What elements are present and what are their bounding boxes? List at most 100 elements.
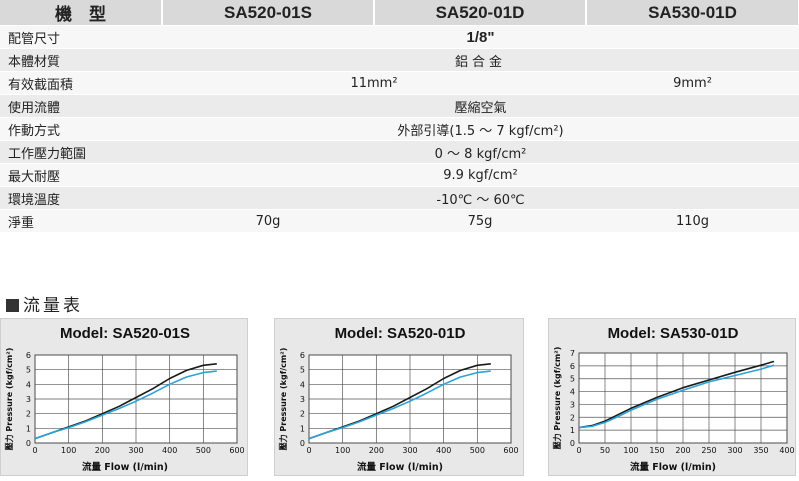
spec-label: 配管尺寸 — [0, 25, 162, 49]
chart-title: Model: SA530-01D — [608, 325, 739, 342]
x-axis-label: 流量 Flow (l/min) — [630, 461, 716, 473]
x-tick-label: 0 — [306, 446, 311, 455]
series-line-1 — [578, 360, 775, 429]
y-tick-label: 0 — [300, 439, 305, 448]
spec-value: 1/8" — [162, 25, 799, 49]
series-line-2 — [578, 364, 775, 429]
y-tick-label: 1 — [300, 424, 305, 433]
x-tick-label: 150 — [649, 446, 664, 455]
spec-row-fluid: 使用流體 壓縮空氣 — [0, 94, 799, 118]
x-tick-label: 600 — [503, 446, 518, 455]
x-tick-label: 100 — [335, 446, 350, 455]
spec-row-actuation: 作動方式 外部引導(1.5 ～ 7 kgf/cm²) — [0, 117, 799, 141]
x-tick-label: 400 — [436, 446, 451, 455]
y-tick-label: 6 — [570, 362, 575, 371]
chart-svg: Model: SA520-01S 0 100 200 300 400 500 600 0 1 2 3 4… — [4, 325, 245, 473]
chart-svg: Model: SA530-01D 0 50 100 150 200 250 300 350 400… — [552, 325, 795, 473]
x-tick-label: 300 — [727, 446, 742, 455]
square-bullet-icon — [6, 299, 19, 312]
y-tick-label: 0 — [26, 439, 31, 448]
y-tick-label: 5 — [300, 366, 305, 375]
y-tick-label: 4 — [300, 380, 305, 389]
spec-value: -10℃ ～ 60℃ — [162, 186, 799, 210]
y-axis-label: 壓力 Pressure (kgf/cm²) — [278, 348, 288, 451]
x-tick-label: 50 — [600, 446, 610, 455]
spec-row-pressure-range: 工作壓力範圍 0 ～ 8 kgf/cm² — [0, 140, 799, 164]
y-tick-label: 4 — [26, 380, 31, 389]
spec-row-body-material: 本體材質 鋁合金 — [0, 48, 799, 72]
spec-label: 淨重 — [0, 209, 162, 233]
flow-chart-section-title: 流量表 — [6, 291, 83, 316]
spec-value: 9mm² — [586, 71, 799, 95]
chart-title: Model: SA520-01D — [335, 325, 466, 342]
chart-panel-sa520-01d: Model: SA520-01D 0 100 200 300 400 500 600 0 1 2 3 4… — [274, 318, 524, 476]
spec-value: 11mm² — [162, 71, 586, 95]
spec-value: 75g — [374, 209, 586, 233]
y-tick-label: 2 — [570, 413, 575, 422]
x-tick-label: 100 — [61, 446, 76, 455]
y-tick-label: 6 — [300, 351, 305, 360]
spec-label: 本體材質 — [0, 48, 162, 72]
header-model-label: 機 型 — [0, 0, 163, 26]
x-tick-label: 300 — [402, 446, 417, 455]
spec-value: 外部引導(1.5 ～ 7 kgf/cm²) — [162, 117, 799, 141]
header-sa520-01d: SA520-01D — [374, 0, 587, 26]
section-title-text: 流量表 — [23, 296, 83, 316]
header-sa520-01s: SA520-01S — [162, 0, 375, 26]
x-tick-label: 350 — [753, 446, 768, 455]
y-tick-label: 3 — [300, 395, 305, 404]
x-tick-label: 400 — [779, 446, 794, 455]
spec-value: 0 ～ 8 kgf/cm² — [162, 140, 799, 164]
spec-label: 工作壓力範圍 — [0, 140, 162, 164]
spec-row-ambient-temp: 環境溫度 -10℃ ～ 60℃ — [0, 186, 799, 210]
chart-svg: Model: SA520-01D 0 100 200 300 400 500 600 0 1 2 3 4… — [278, 325, 519, 473]
spec-header-row: 機 型 SA520-01S SA520-01D SA530-01D — [0, 0, 799, 26]
spec-value: 鋁合金 — [162, 48, 799, 72]
spec-value: 70g — [162, 209, 374, 233]
chart-title: Model: SA520-01S — [60, 325, 190, 342]
x-tick-label: 200 — [675, 446, 690, 455]
x-axis-label: 流量 Flow (l/min) — [82, 461, 168, 473]
spec-row-effective-area: 有效截面積 11mm² 9mm² — [0, 71, 799, 95]
x-tick-label: 500 — [470, 446, 485, 455]
spec-label: 有效截面積 — [0, 71, 162, 95]
x-tick-label: 200 — [369, 446, 384, 455]
spec-table: 機 型 SA520-01S SA520-01D SA530-01D 配管尺寸 1… — [0, 0, 799, 233]
spec-label: 環境溫度 — [0, 186, 162, 210]
y-tick-label: 1 — [26, 424, 31, 433]
y-tick-label: 3 — [26, 395, 31, 404]
chart-panel-sa520-01s: Model: SA520-01S 0 100 200 300 400 500 600 0 1 2 3 4… — [0, 318, 248, 476]
x-tick-label: 200 — [95, 446, 110, 455]
y-axis-label: 壓力 Pressure (kgf/cm²) — [4, 348, 14, 451]
spec-label: 作動方式 — [0, 117, 162, 141]
x-axis-label: 流量 Flow (l/min) — [357, 461, 443, 473]
y-tick-label: 1 — [570, 426, 575, 435]
x-tick-label: 600 — [229, 446, 244, 455]
x-tick-label: 500 — [196, 446, 211, 455]
series-line-2 — [34, 370, 217, 440]
spec-label: 使用流體 — [0, 94, 162, 118]
y-tick-label: 6 — [26, 351, 31, 360]
x-tick-label: 400 — [162, 446, 177, 455]
y-tick-label: 2 — [300, 410, 305, 419]
y-axis-label: 壓力 Pressure (kgf/cm²) — [552, 347, 562, 450]
y-tick-label: 7 — [570, 349, 575, 358]
y-tick-label: 5 — [26, 366, 31, 375]
x-tick-label: 0 — [32, 446, 37, 455]
x-tick-label: 0 — [576, 446, 581, 455]
y-tick-label: 3 — [570, 400, 575, 409]
spec-row-max-pressure: 最大耐壓 9.9 kgf/cm² — [0, 163, 799, 187]
chart-panel-sa530-01d: Model: SA530-01D 0 50 100 150 200 250 300 350 400… — [548, 318, 796, 476]
y-tick-label: 5 — [570, 375, 575, 384]
spec-row-weight: 淨重 70g 75g 110g — [0, 209, 799, 233]
spec-label: 最大耐壓 — [0, 163, 162, 187]
x-tick-label: 100 — [623, 446, 638, 455]
spec-row-port-size: 配管尺寸 1/8" — [0, 25, 799, 49]
y-tick-label: 2 — [26, 410, 31, 419]
series-line-2 — [308, 370, 491, 440]
y-tick-label: 4 — [570, 388, 575, 397]
spec-value: 9.9 kgf/cm² — [162, 163, 799, 187]
x-tick-label: 300 — [128, 446, 143, 455]
header-sa530-01d: SA530-01D — [586, 0, 799, 26]
x-tick-label: 250 — [701, 446, 716, 455]
